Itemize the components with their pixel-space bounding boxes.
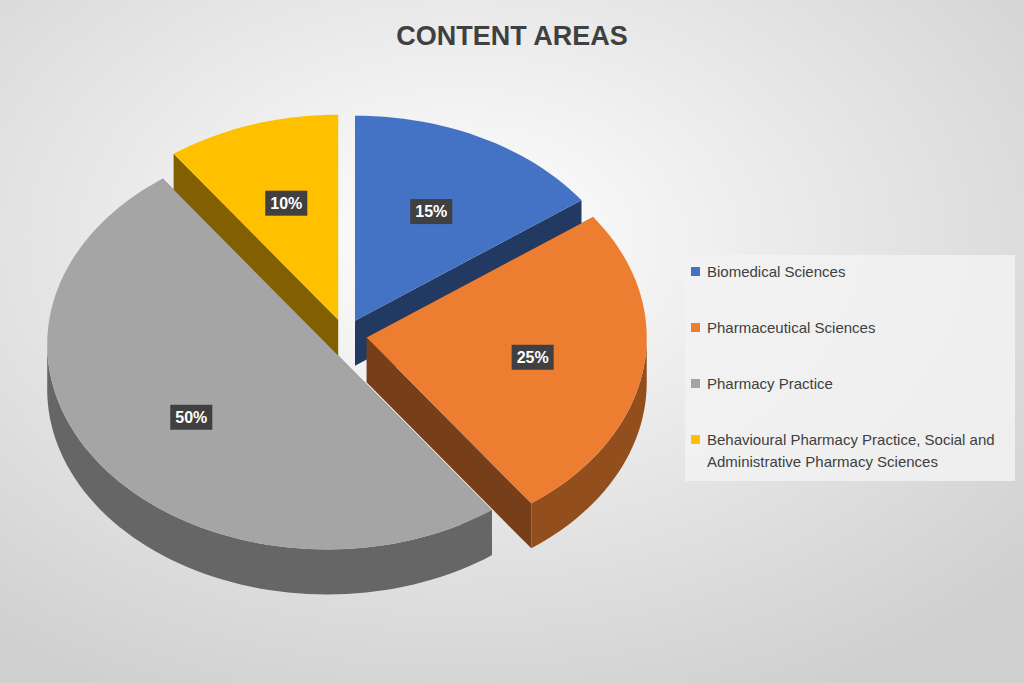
legend-label: Pharmaceutical Sciences [707,319,875,336]
chart-container: CONTENT AREAS 15% 25% 50% 10% Biomedical Scie… [0,0,1024,683]
legend-label: Pharmacy Practice [707,375,833,392]
data-label-box [265,191,307,216]
legend-label-line: Pharmaceutical Sciences [707,319,875,336]
legend-swatch [691,267,700,276]
pie-sides [47,115,647,595]
legend: Biomedical Sciences Pharmaceutical Scienc… [685,255,1015,481]
chart-svg: CONTENT AREAS 15% 25% 50% 10% Biomedical Scie… [0,0,1024,683]
data-label: 25% [517,349,549,366]
data-labels: 15% 25% 50% 10% [170,191,553,430]
legend-label: Biomedical Sciences [707,263,845,280]
data-label-box [512,345,554,370]
legend-label-line: Administrative Pharmacy Sciences [707,453,938,470]
chart-title: CONTENT AREAS [396,21,628,51]
legend-box [685,255,1015,481]
data-label-box [170,405,212,430]
legend-label: Behavioural Pharmacy Practice, Social an… [707,431,995,470]
legend-label-line: Biomedical Sciences [707,263,845,280]
legend-swatch [691,323,700,332]
data-label: 15% [415,203,447,220]
legend-swatch [691,379,700,388]
pie-slice [174,115,339,320]
data-label: 50% [175,409,207,426]
data-label: 10% [270,195,302,212]
legend-swatch [691,435,700,444]
legend-label-line: Behavioural Pharmacy Practice, Social an… [707,431,995,448]
pie-tops [47,115,647,550]
legend-label-line: Pharmacy Practice [707,375,833,392]
background [0,0,1024,683]
data-label-box [410,199,452,224]
